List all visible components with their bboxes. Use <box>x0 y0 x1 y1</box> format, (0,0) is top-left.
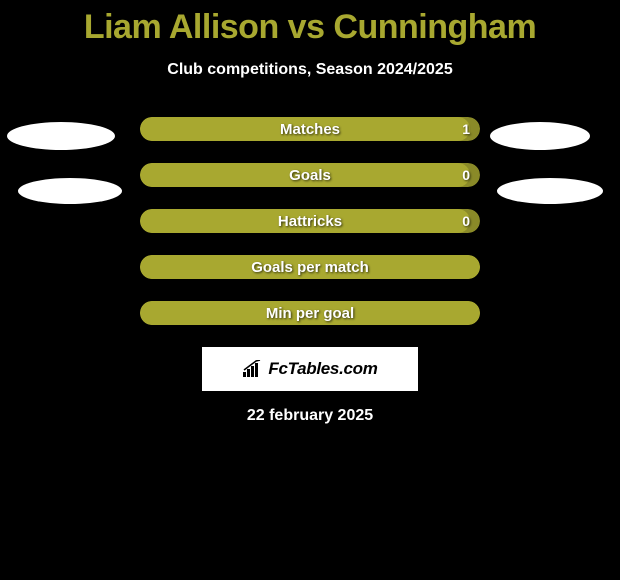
brand-logo: FcTables.com <box>242 359 377 379</box>
stat-row: Matches1 <box>140 117 480 141</box>
decoration-ellipse <box>7 122 115 150</box>
stat-label: Matches <box>140 117 480 141</box>
brand-logo-box: FcTables.com <box>202 347 418 391</box>
decoration-ellipse <box>490 122 590 150</box>
brand-label: FcTables.com <box>268 359 377 379</box>
stat-label: Hattricks <box>140 209 480 233</box>
stat-value-right: 0 <box>462 209 470 233</box>
chart-icon <box>242 360 264 378</box>
stat-row: Goals per match <box>140 255 480 279</box>
stat-value-right: 1 <box>462 117 470 141</box>
decoration-ellipse <box>18 178 122 204</box>
stat-label: Goals per match <box>140 255 480 279</box>
stat-row: Hattricks0 <box>140 209 480 233</box>
stat-label: Goals <box>140 163 480 187</box>
stat-row: Goals0 <box>140 163 480 187</box>
page-title: Liam Allison vs Cunningham <box>0 0 620 47</box>
stat-value-right: 0 <box>462 163 470 187</box>
subtitle: Club competitions, Season 2024/2025 <box>0 61 620 79</box>
decoration-ellipse <box>497 178 603 204</box>
stat-label: Min per goal <box>140 301 480 325</box>
stat-row: Min per goal <box>140 301 480 325</box>
date-label: 22 february 2025 <box>0 407 620 425</box>
